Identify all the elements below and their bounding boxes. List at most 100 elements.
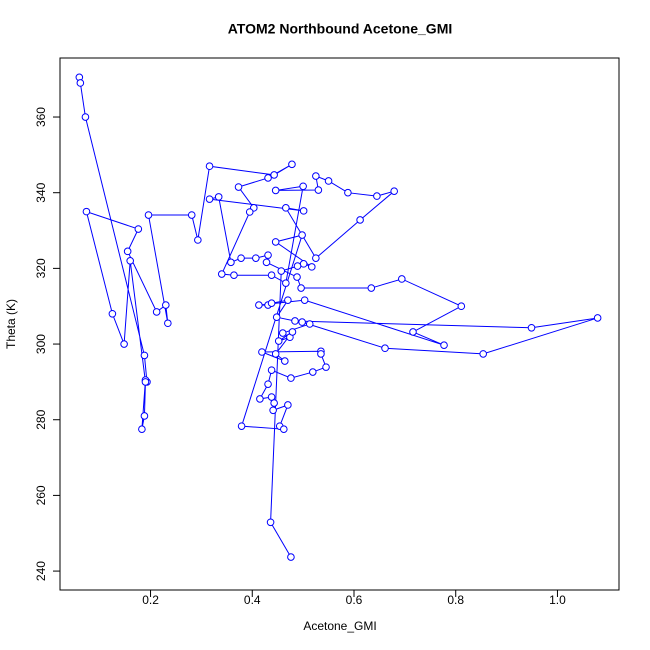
data-point [267,271,276,279]
data-point [322,363,330,371]
y-tick-label: 340 [34,182,48,202]
data-point [440,341,448,349]
data-point [317,350,325,358]
data-point [287,553,295,561]
y-tick-label: 240 [34,561,48,581]
data-point [262,258,271,267]
data-point [527,323,536,332]
data-line [78,77,598,558]
data-point [367,284,376,292]
data-point [134,225,143,233]
data-point [280,425,288,433]
data-point [144,211,153,219]
x-tick-label: 0.6 [346,593,363,607]
data-point [409,328,417,336]
data-point [457,302,466,311]
data-point [120,340,128,348]
data-point [256,395,264,403]
data-point [76,79,85,87]
y-axis-label: Theta (K) [4,299,18,349]
data-point [271,238,280,246]
data-point [593,314,602,322]
data-point [299,182,307,191]
data-point [252,254,260,262]
data-point [308,368,317,376]
data-point [266,518,275,527]
data-point [126,257,134,265]
data-point [234,183,243,191]
data-point [140,412,149,420]
data-point [227,258,235,267]
data-point [267,366,276,374]
y-tick-label: 360 [34,107,48,127]
data-point [274,337,283,345]
data-point [237,254,245,262]
x-tick-label: 0.8 [447,593,464,607]
data-point [271,350,280,358]
data-point [373,192,381,200]
data-point [123,247,132,256]
data-point [381,344,389,353]
data-point [272,313,281,321]
data-point [312,172,320,180]
data-point [270,171,278,179]
data-point [269,406,277,415]
y-tick-label: 260 [34,485,48,505]
data-point [214,193,223,201]
data-point [108,309,117,318]
data-point [245,208,254,216]
data-point [205,162,214,171]
data-point [82,207,91,216]
data-point [264,380,272,388]
data-point [307,263,316,271]
data-point [288,160,296,169]
data-point [390,187,398,195]
data-point [271,186,280,195]
data-point [314,186,323,194]
data-point [282,204,290,212]
x-tick-label: 0.4 [244,593,261,607]
data-point [270,399,278,407]
data-point [298,318,306,326]
data-point [356,216,364,224]
y-tick-label: 300 [34,334,48,354]
data-point [194,236,202,244]
data-point [282,279,290,287]
data-point [312,254,320,262]
data-point [267,299,276,307]
data-point [299,207,308,215]
x-tick-label: 0.2 [142,593,159,607]
x-axis-label: Acetone_GMI [303,619,376,633]
data-point [297,284,305,292]
data-point [205,195,214,203]
data-point [293,273,301,281]
data-point [293,262,302,270]
data-point [138,425,146,433]
data-point [217,270,226,278]
data-point [237,422,246,430]
data-point [277,267,286,275]
x-tick-label: 1.0 [549,593,566,607]
data-point [284,296,292,304]
data-point [264,251,272,259]
data-point [288,328,297,336]
data-point [398,275,406,283]
data-point [264,174,272,182]
data-point [291,317,299,325]
data-point [187,211,196,219]
data-point [81,113,90,121]
data-point [479,350,487,358]
data-point [324,177,333,185]
y-tick-label: 280 [34,409,48,429]
data-point [161,301,170,309]
data-point [140,351,149,360]
data-point [230,271,238,279]
chart-title: ATOM2 Northbound Acetone_GMI [228,21,453,37]
data-point [300,296,309,304]
plot-frame [59,57,620,591]
data-point [152,308,161,316]
data-point [284,401,292,409]
data-point [258,348,266,356]
data-point [164,319,172,328]
